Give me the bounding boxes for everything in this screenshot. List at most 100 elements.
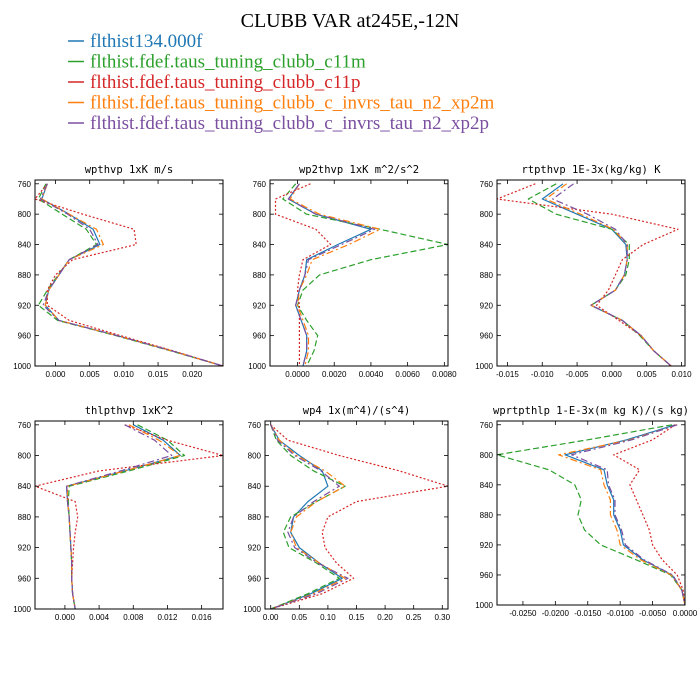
plot-frame (496, 420, 686, 606)
y-tick-label: 960 (253, 332, 267, 341)
y-tick-label: 1000 (243, 605, 261, 614)
series-line (66, 424, 181, 609)
x-tick-label: 0.000 (602, 370, 623, 379)
x-tick-label: 0.05 (292, 613, 308, 622)
legend: flthist134.000f flthist.fdef.taus_tuning_… (68, 31, 494, 134)
x-tick-label: 0.010 (114, 370, 135, 379)
y-tick-label: 960 (480, 332, 494, 341)
y-tick-label: 760 (18, 421, 32, 430)
legend-entry: flthist.fdef.taus_tuning_clubb_c11p (90, 72, 361, 93)
y-tick-label: 760 (18, 180, 32, 189)
y-tick-label: 880 (480, 271, 494, 280)
y-tick-label: 1000 (475, 601, 493, 610)
x-tick-label: 0.012 (157, 613, 178, 622)
legend-entry: flthist.fdef.taus_tuning_clubb_c_invrs_t… (90, 93, 494, 114)
plot-frame (269, 179, 449, 367)
series-line (65, 424, 173, 609)
figure-title: CLUBB VAR at245E,-12N (241, 10, 460, 32)
series-line (545, 183, 672, 366)
y-tick-label: 800 (18, 210, 32, 219)
series-line (67, 424, 186, 609)
series-line (65, 424, 181, 609)
x-tick-label: 0.0000 (673, 609, 698, 618)
series-line (552, 183, 672, 366)
y-tick-label: 880 (248, 513, 262, 522)
y-tick-label: 800 (253, 210, 267, 219)
plot-frame (34, 179, 224, 367)
series-line (270, 424, 343, 609)
x-tick-label: 0.000 (55, 613, 76, 622)
y-tick-label: 920 (18, 301, 32, 310)
y-tick-label: 840 (18, 482, 32, 491)
series-line (497, 183, 679, 366)
series-line (270, 424, 346, 609)
series-line (39, 183, 223, 366)
y-tick-label: 920 (18, 544, 32, 553)
series-line (37, 183, 223, 366)
panels: wpthvp 1xK m/s 0.000 0.005 0.010 0.015 0.020 7… (13, 164, 698, 622)
x-tick-label: -0.0100 (607, 609, 635, 618)
y-tick-label: 1000 (13, 605, 31, 614)
x-tick-label: 0.000 (45, 370, 66, 379)
panel-title: rtpthvp 1E-3x(kg/kg) K (521, 164, 661, 176)
series-line (570, 424, 685, 605)
x-tick-label: 0.0060 (395, 370, 420, 379)
x-tick-label: -0.0200 (542, 609, 570, 618)
y-tick-label: 760 (253, 180, 267, 189)
x-tick-label: -0.015 (496, 370, 519, 379)
x-tick-label: 0.0020 (322, 370, 347, 379)
panel-title: wp2thvp 1xK m^2/s^2 (299, 164, 419, 176)
y-tick-label: 880 (480, 511, 494, 520)
y-tick-label: 1000 (248, 362, 266, 371)
series-line (557, 424, 685, 605)
series-line (564, 424, 685, 605)
x-tick-label: 0.30 (434, 613, 450, 622)
panel: thlpthvp 1xK^2 0.000 0.004 0.008 0.012 0.016 7… (13, 405, 224, 622)
x-tick-label: 0.015 (148, 370, 169, 379)
x-tick-label: 0.004 (89, 613, 110, 622)
panel-title: wpthvp 1xK m/s (85, 164, 174, 176)
x-tick-label: -0.010 (531, 370, 554, 379)
series-line (274, 183, 332, 366)
series-line (35, 183, 223, 366)
x-tick-label: 0.008 (123, 613, 144, 622)
series-line (541, 183, 672, 366)
x-tick-label: 0.25 (406, 613, 422, 622)
y-tick-label: 840 (253, 241, 267, 250)
x-tick-label: 0.020 (182, 370, 203, 379)
y-tick-label: 840 (248, 482, 262, 491)
series-line (282, 183, 448, 366)
y-tick-label: 880 (18, 513, 32, 522)
panel: wp4 1x(m^4)/(s^4) 0.00 0.05 0.10 0.15 0.20 0.2… (243, 405, 450, 622)
x-tick-label: 0.016 (192, 613, 213, 622)
series-line (270, 424, 448, 609)
x-tick-label: -0.0050 (639, 609, 667, 618)
panel: rtpthvp 1E-3x(kg/kg) K -0.015 -0.010 -0.005… (475, 164, 692, 379)
panel: wpthvp 1xK m/s 0.000 0.005 0.010 0.015 0.020 7… (13, 164, 224, 379)
series-line (270, 424, 349, 609)
y-tick-label: 920 (480, 301, 494, 310)
plot-frame (34, 420, 224, 610)
series-line (527, 183, 672, 366)
y-tick-label: 960 (18, 332, 32, 341)
series-line (270, 424, 346, 609)
y-tick-label: 840 (480, 241, 494, 250)
y-tick-label: 1000 (13, 362, 31, 371)
y-tick-label: 840 (480, 481, 494, 490)
series-line (497, 424, 685, 605)
panel: wprtpthlp 1-E-3x(m kg K)/(s kg) -0.0250 -0… (475, 405, 698, 618)
series-line (289, 183, 381, 366)
y-tick-label: 800 (18, 452, 32, 461)
x-tick-label: -0.0250 (509, 609, 537, 618)
panel-title: wp4 1x(m^4)/(s^4) (303, 405, 410, 417)
legend-entry: flthist134.000f (90, 31, 203, 52)
x-tick-label: 0.0040 (359, 370, 384, 379)
y-tick-label: 920 (248, 544, 262, 553)
x-tick-label: 0.10 (320, 613, 336, 622)
x-tick-label: 0.005 (80, 370, 101, 379)
plot-frame (496, 179, 686, 367)
y-tick-label: 880 (18, 271, 32, 280)
series-line (613, 424, 685, 605)
y-tick-label: 880 (253, 271, 267, 280)
